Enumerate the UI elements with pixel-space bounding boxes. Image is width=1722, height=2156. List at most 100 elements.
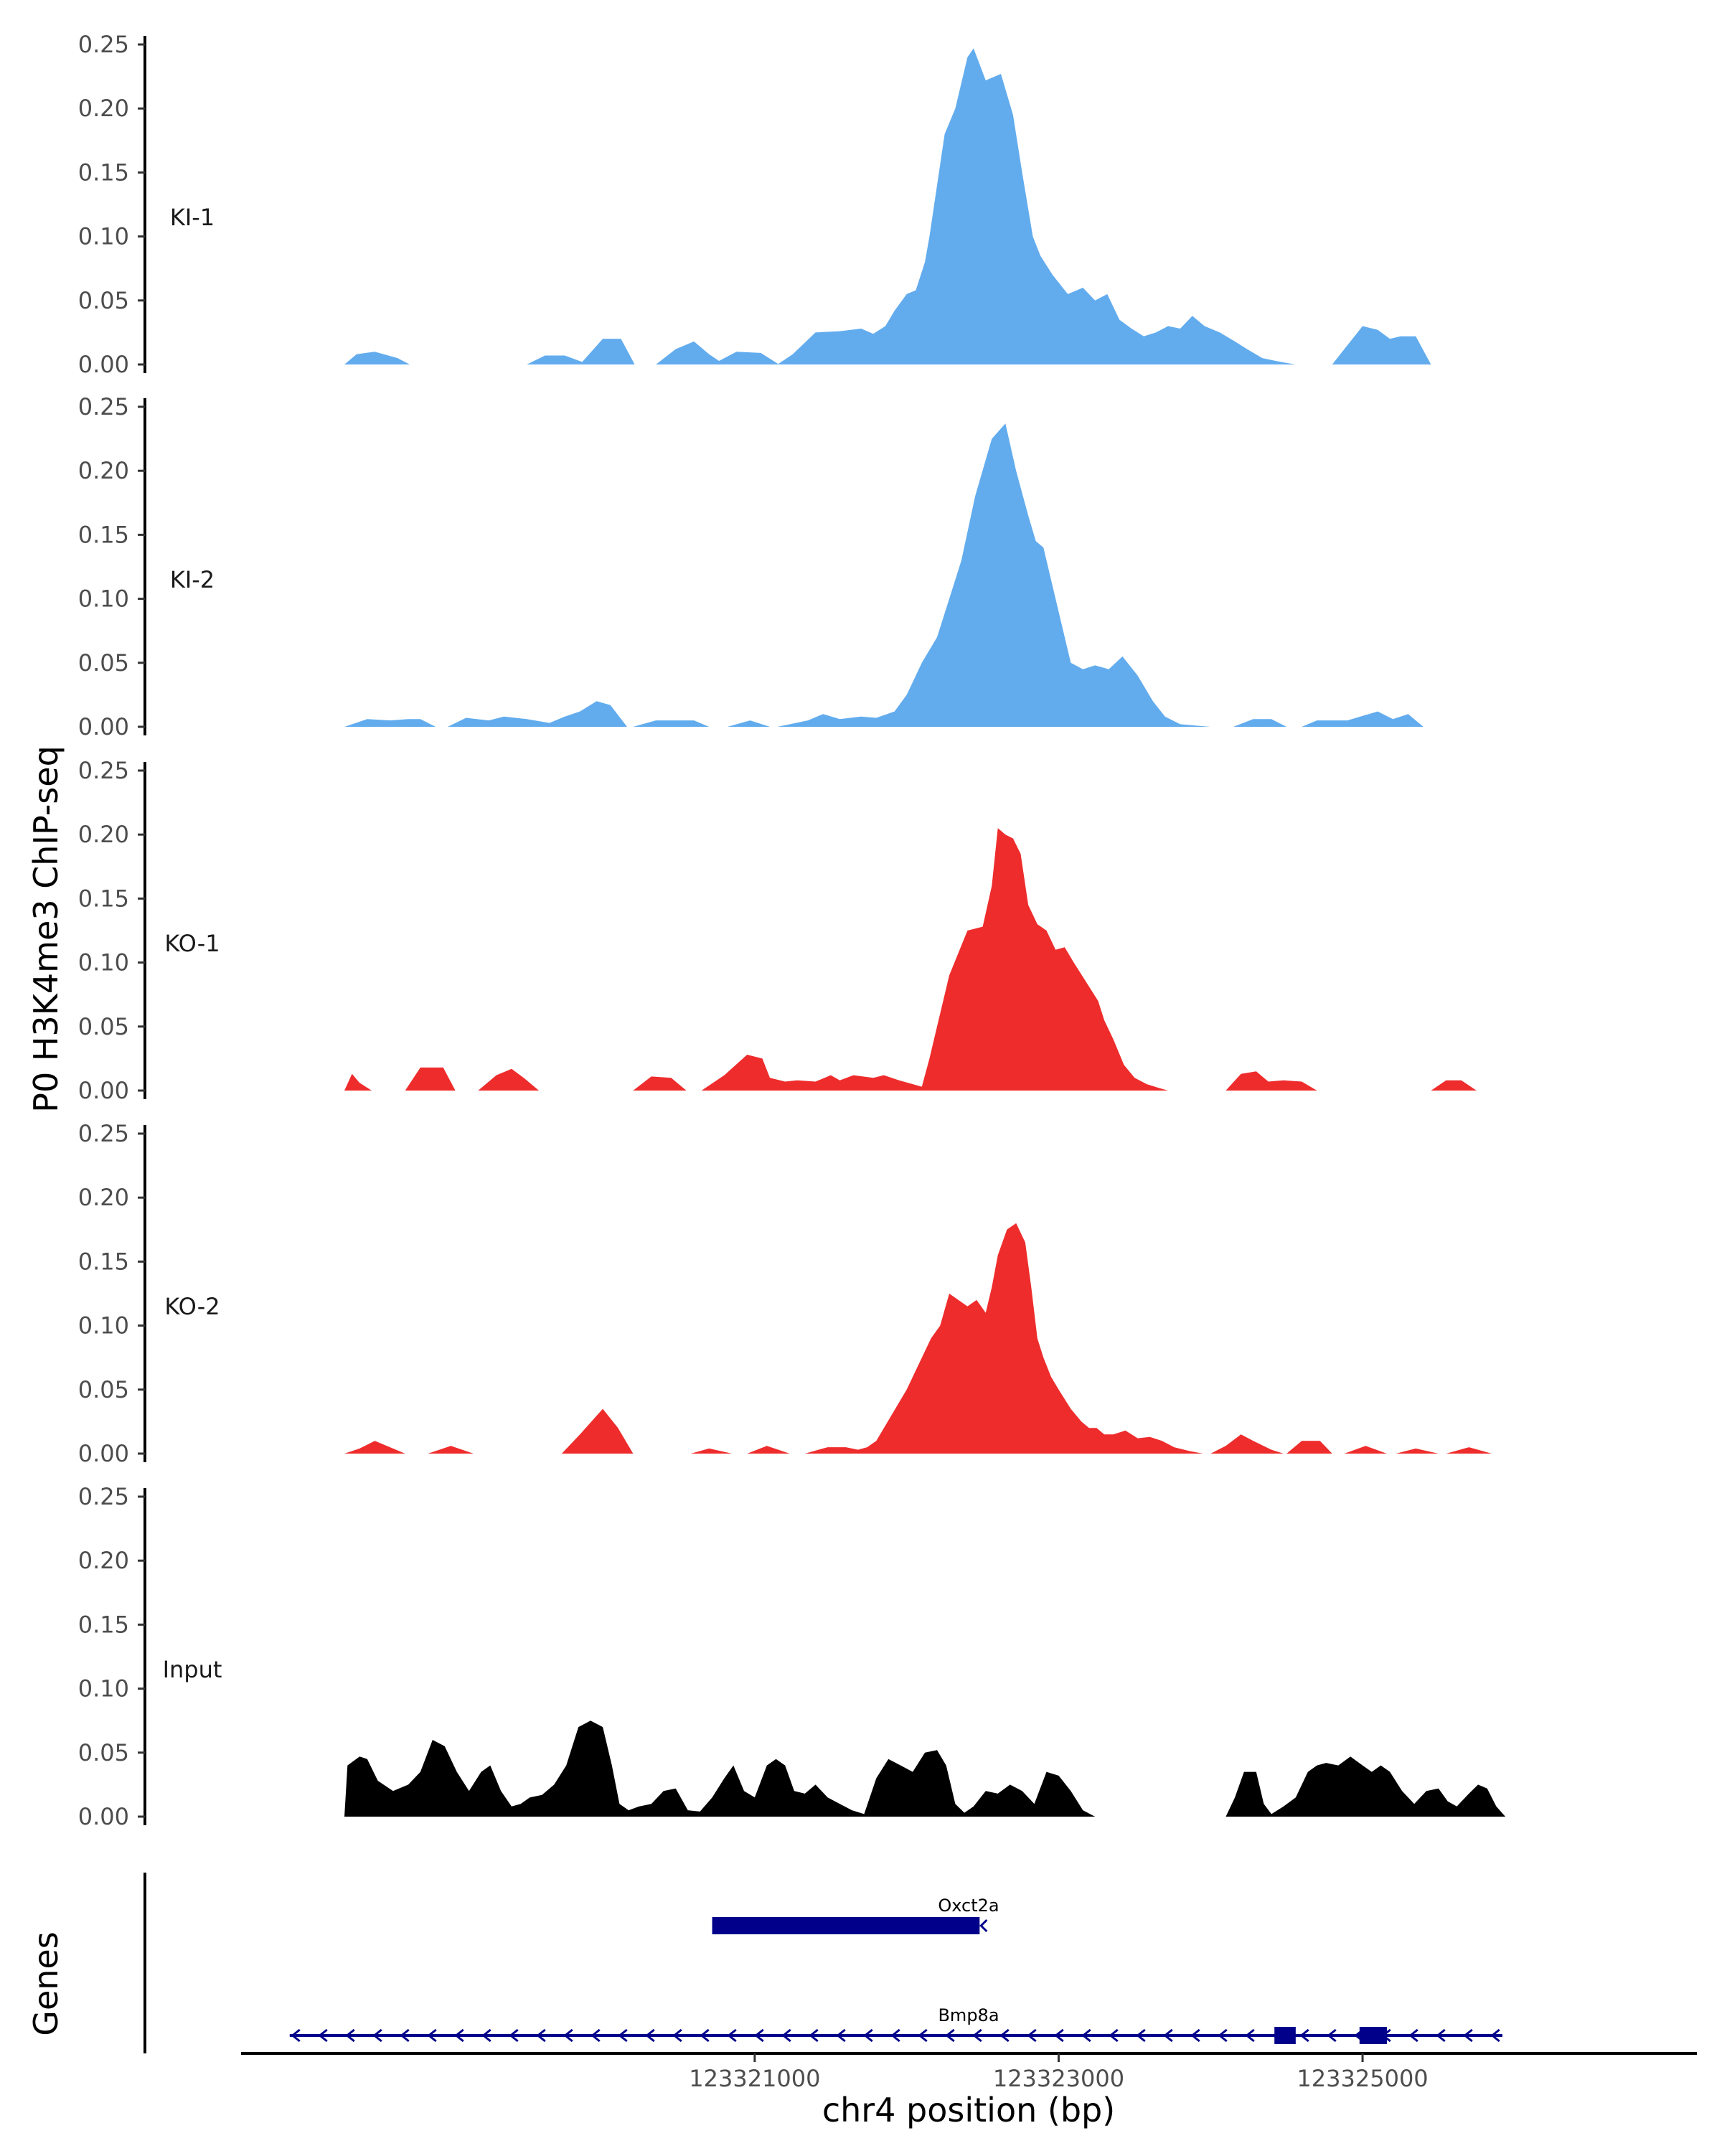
strand-arrow (1408, 2028, 1418, 2043)
coverage-area (777, 423, 1211, 727)
y-tick-label: 0.15 (78, 885, 129, 912)
strand-arrow (1327, 2028, 1337, 2043)
coverage-area (747, 1446, 790, 1454)
strand-arrow (863, 2028, 873, 2043)
y-tick-label: 0.10 (78, 1312, 129, 1340)
y-tick-label: 0.05 (78, 649, 129, 677)
strand-arrow (291, 2028, 301, 2043)
y-tick-label: 0.20 (78, 1184, 129, 1211)
strand-arrow (979, 1919, 988, 1933)
strand-arrow (918, 2028, 928, 2043)
coverage-area (478, 1068, 540, 1091)
gene-name-label: Oxct2a (938, 1896, 999, 1916)
y-tick-label: 0.00 (78, 1077, 129, 1104)
strand-arrow (563, 2028, 573, 2043)
y-tick-label: 0.00 (78, 1803, 129, 1830)
coverage-area (656, 341, 725, 364)
strand-arrow (1109, 2028, 1119, 2043)
y-tick-label: 0.20 (78, 457, 129, 484)
coverage-area (448, 701, 627, 727)
coverage-area (804, 1223, 1203, 1454)
track-ko-2: 0.00 0.05 0.10 0.15 0.20 0.25 KO-2 (78, 1120, 1492, 1467)
genes-panel: Oxct2a Bmp8a (144, 1873, 1502, 2053)
strand-arrow (372, 2028, 382, 2043)
coverage-area (344, 719, 436, 727)
coverage-area (344, 1441, 405, 1454)
strand-arrow (809, 2028, 819, 2043)
strand-arrow (972, 2028, 982, 2043)
coverage-area (580, 339, 635, 364)
coverage-area (344, 1073, 372, 1091)
coverage-area (1332, 326, 1431, 364)
strand-arrow (1081, 2028, 1091, 2043)
y-tick-label: 0.15 (78, 521, 129, 548)
y-tick-label: 0.15 (78, 159, 129, 186)
strand-arrow (945, 2028, 955, 2043)
x-tick-label: 123321000 (689, 2065, 820, 2092)
strand-arrow (754, 2028, 764, 2043)
coverage-area (344, 1720, 1211, 1817)
coverage-area (633, 720, 710, 727)
strand-arrow (318, 2028, 328, 2043)
y-tick-label: 0.25 (78, 393, 129, 420)
genes-axis-title: Genes (27, 1931, 65, 2035)
tracks-layer: 0.00 0.05 0.10 0.15 0.20 0.25 KI-1 0.00 0.05 0.10… (78, 31, 1506, 1830)
y-tick-label: 0.05 (78, 1013, 129, 1040)
y-tick-label: 0.15 (78, 1611, 129, 1638)
strand-arrow (454, 2028, 464, 2043)
coverage-area (1225, 1756, 1506, 1817)
track-ki-2: 0.00 0.05 0.10 0.15 0.20 0.25 KI-2 (78, 393, 1424, 740)
coverage-area (405, 1067, 456, 1091)
coverage-area (727, 720, 770, 727)
strand-arrow (672, 2028, 682, 2043)
strand-arrow (1136, 2028, 1146, 2043)
gene-exon (1274, 2027, 1296, 2044)
strand-arrow (618, 2028, 628, 2043)
y-tick-label: 0.05 (78, 287, 129, 314)
strand-arrow (345, 2028, 355, 2043)
y-tick-label: 0.10 (78, 223, 129, 250)
y-tick-label: 0.25 (78, 1483, 129, 1510)
gene-bmp8a: Bmp8a (289, 2005, 1502, 2044)
strand-arrow (1245, 2028, 1255, 2043)
y-tick-label: 0.00 (78, 1440, 129, 1467)
strand-arrow (836, 2028, 846, 2043)
coverage-area (527, 355, 589, 364)
track-label: KI-1 (170, 204, 215, 231)
strand-arrow (1436, 2028, 1446, 2043)
y-tick-label: 0.05 (78, 1376, 129, 1403)
y-tick-label: 0.20 (78, 821, 129, 848)
coverage-area (561, 1408, 634, 1454)
strand-arrow (1463, 2028, 1473, 2043)
gene-name-label: Bmp8a (938, 2005, 999, 2025)
coverage-area (428, 1446, 474, 1454)
track-label: KO-1 (164, 930, 220, 957)
coverage-area (633, 1076, 687, 1091)
y-tick-label: 0.10 (78, 949, 129, 976)
strand-arrow (481, 2028, 491, 2043)
strand-arrow (727, 2028, 737, 2043)
track-input: 0.00 0.05 0.10 0.15 0.20 0.25 Input (78, 1483, 1506, 1830)
coverage-area (1446, 1447, 1492, 1454)
y-tick-label: 0.00 (78, 713, 129, 740)
x-axis-title: chr4 position (bp) (822, 2091, 1115, 2129)
strand-arrow (1027, 2028, 1037, 2043)
coverage-area (344, 352, 410, 364)
strand-arrow (400, 2028, 410, 2043)
y-tick-label: 0.05 (78, 1739, 129, 1766)
strand-arrow (536, 2028, 546, 2043)
y-tick-label: 0.10 (78, 585, 129, 613)
track-label: Input (163, 1656, 222, 1683)
coverage-area (1302, 711, 1424, 727)
strand-arrow (427, 2028, 437, 2043)
y-tick-label: 0.10 (78, 1675, 129, 1703)
coverage-area (712, 352, 779, 364)
strand-arrow (1299, 2028, 1309, 2043)
x-axis: 123321000 123323000 123325000 (241, 2052, 1697, 2092)
strand-arrow (1354, 2028, 1364, 2043)
coverage-area (1225, 1071, 1317, 1091)
strand-arrow (700, 2028, 710, 2043)
y-tick-label: 0.25 (78, 757, 129, 784)
